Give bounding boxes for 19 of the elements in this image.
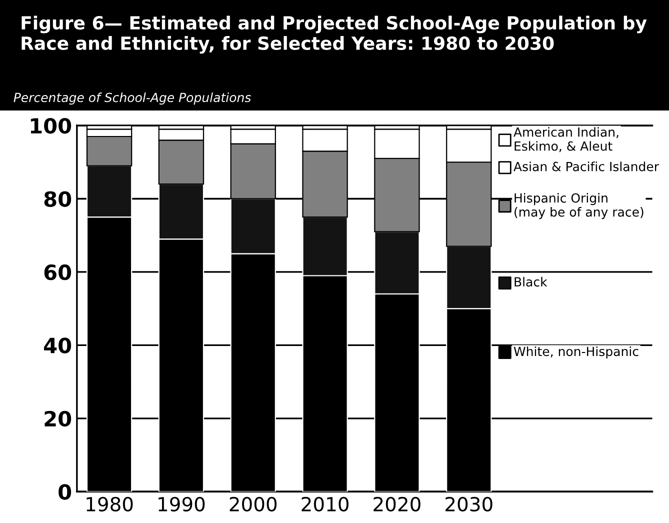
x-tick-label: 2000 <box>230 496 277 512</box>
y-tick-label: 60 <box>44 264 72 280</box>
x-tick-label: 2030 <box>446 496 492 512</box>
x-tick-label: 2020 <box>374 496 420 512</box>
chart-title: Figure 6— Estimated and Projected School-Age Population by Race and Ethnicity, for Selected Years: 1980 to 2030 <box>22 16 647 54</box>
legend-label: American Indian, Eskimo, & Aleut <box>514 127 618 152</box>
y-tick-label: 80 <box>44 191 72 207</box>
legend-label: White, non-Hispanic <box>514 346 638 359</box>
x-tick-label: 2010 <box>302 496 348 512</box>
y-tick-label: 20 <box>44 410 72 427</box>
y-axis-title: Percentage of School-Age Populations <box>14 92 251 105</box>
legend-label: Hispanic Origin (may be of any race) <box>514 193 644 220</box>
legend-label: Asian & Pacific Islander <box>514 162 660 172</box>
x-tick-label: 1980 <box>86 496 133 512</box>
y-tick-label: 100 <box>30 118 72 134</box>
y-tick-label: 40 <box>44 338 72 354</box>
legend-label: Black <box>514 276 548 287</box>
y-tick-label: 0 <box>58 484 72 500</box>
x-tick-label: 1990 <box>158 496 205 512</box>
